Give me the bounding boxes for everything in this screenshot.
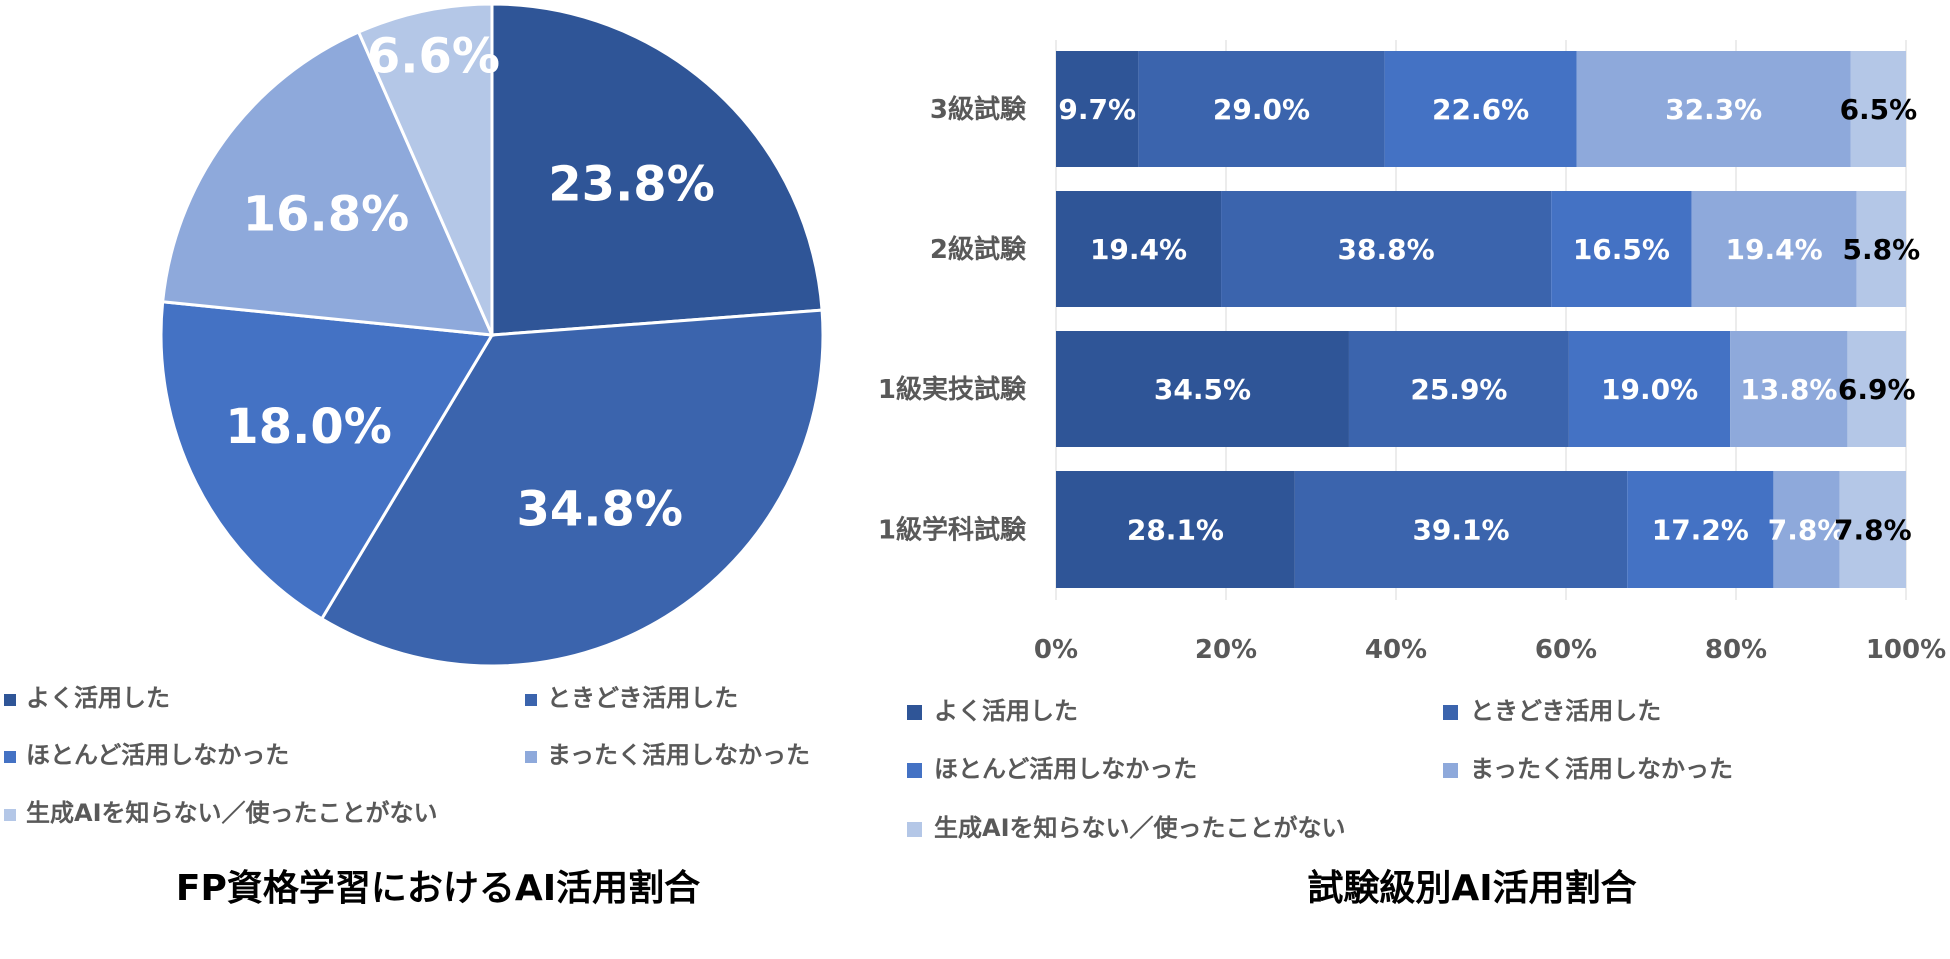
bar-data-label: 28.1% <box>1127 514 1224 547</box>
x-tick-label: 0% <box>1034 635 1078 665</box>
pie-slice <box>490 2 824 337</box>
bar-data-label: 5.8% <box>1842 233 1920 266</box>
bar-data-label: 19.0% <box>1601 373 1698 406</box>
bar-segment <box>1056 471 1295 588</box>
pie-data-label: 6.6% <box>367 28 500 84</box>
bar-segment <box>1839 471 1906 588</box>
bar-data-label: 7.8% <box>1768 514 1846 547</box>
bar-data-label: 32.3% <box>1665 93 1762 126</box>
bar-segment <box>1056 191 1222 307</box>
bar-segment <box>1850 51 1906 167</box>
legend-label: 生成AIを知らない／使ったことがない <box>934 814 1346 842</box>
legend-label: ときどき活用した <box>1470 697 1661 725</box>
legend-swatch <box>907 763 922 778</box>
bar-data-label: 34.5% <box>1154 373 1251 406</box>
x-tick-label: 80% <box>1705 635 1767 665</box>
bar-data-label: 19.4% <box>1090 233 1187 266</box>
bar-data-label: 22.6% <box>1432 93 1529 126</box>
bar-segment <box>1847 331 1906 447</box>
bar-segment <box>1576 51 1851 167</box>
legend-label: まったく活用しなかった <box>1470 755 1733 783</box>
pie-slice <box>319 308 825 668</box>
bar-data-label: 16.5% <box>1573 233 1670 266</box>
legend-swatch <box>1443 763 1458 778</box>
bar-segment <box>1568 331 1731 447</box>
x-tick-label: 40% <box>1365 635 1427 665</box>
legend-label: よく活用した <box>934 697 1078 725</box>
bar-data-label: 9.7% <box>1058 93 1136 126</box>
legend-swatch <box>1443 705 1458 720</box>
legend-swatch <box>907 822 922 837</box>
bar-segment <box>1627 471 1774 588</box>
bar-segment <box>1773 471 1840 588</box>
category-label: 1級実技試験 <box>878 374 1027 405</box>
x-tick-label: 100% <box>1866 635 1946 665</box>
bar-segment <box>1056 331 1349 447</box>
x-tick-label: 20% <box>1195 635 1257 665</box>
pie-data-label: 34.8% <box>517 482 684 538</box>
bar-segment <box>1348 331 1569 447</box>
bar-data-label: 6.5% <box>1840 93 1918 126</box>
bar-segment <box>1056 51 1139 167</box>
stacked-bar-chart: 0% 20% 40% 60% 80% 100% 3級試験 9.7% 29.0% 22.6% 32.3… <box>878 40 1946 665</box>
bar-segment <box>1294 471 1628 588</box>
pie-data-label: 16.8% <box>243 186 410 242</box>
legend-swatch <box>4 809 16 821</box>
legend-swatch <box>4 694 16 706</box>
legend-swatch <box>525 751 537 763</box>
bar-data-label: 7.8% <box>1834 514 1912 547</box>
category-label: 2級試験 <box>930 234 1027 265</box>
bar-segment <box>1221 191 1552 307</box>
bar-data-label: 29.0% <box>1213 93 1310 126</box>
pie-chart: 23.8% 34.8% 18.0% 16.8% 6.6% <box>159 2 825 668</box>
legend-swatch <box>4 751 16 763</box>
legend-label: よく活用した <box>26 684 170 712</box>
legend-label: ほとんど活用しなかった <box>934 755 1197 783</box>
bar-data-label: 39.1% <box>1412 514 1509 547</box>
pie-slice <box>356 2 494 336</box>
bar-segment <box>1730 331 1848 447</box>
legend-swatch <box>525 694 537 706</box>
bar-data-label: 13.8% <box>1740 373 1837 406</box>
x-tick-label: 60% <box>1535 635 1597 665</box>
legend-label: ほとんど活用しなかった <box>26 741 289 769</box>
bar-data-label: 17.2% <box>1652 514 1749 547</box>
category-label: 1級学科試験 <box>878 515 1027 546</box>
category-label: 3級試験 <box>930 94 1027 125</box>
bar-segment <box>1691 191 1857 307</box>
bar-data-label: 6.9% <box>1838 373 1916 406</box>
legend-label: まったく活用しなかった <box>547 741 810 769</box>
bar-chart-title: 試験級別AI活用割合 <box>1307 868 1636 909</box>
bar-segment <box>1384 51 1577 167</box>
bar-segment <box>1138 51 1385 167</box>
bar-data-label: 38.8% <box>1338 233 1435 266</box>
pie-slice <box>161 30 495 337</box>
bar-segment <box>1551 191 1692 307</box>
legend-label: ときどき活用した <box>547 684 738 712</box>
pie-slice <box>159 300 495 621</box>
bar-data-label: 19.4% <box>1726 233 1823 266</box>
bar-data-label: 25.9% <box>1410 373 1507 406</box>
bar-segment <box>1856 191 1906 307</box>
pie-data-label: 18.0% <box>225 399 392 455</box>
legend-swatch <box>907 705 922 720</box>
legend-label: 生成AIを知らない／使ったことがない <box>26 799 438 827</box>
pie-chart-title: FP資格学習におけるAI活用割合 <box>176 867 700 909</box>
pie-data-label: 23.8% <box>548 157 715 213</box>
